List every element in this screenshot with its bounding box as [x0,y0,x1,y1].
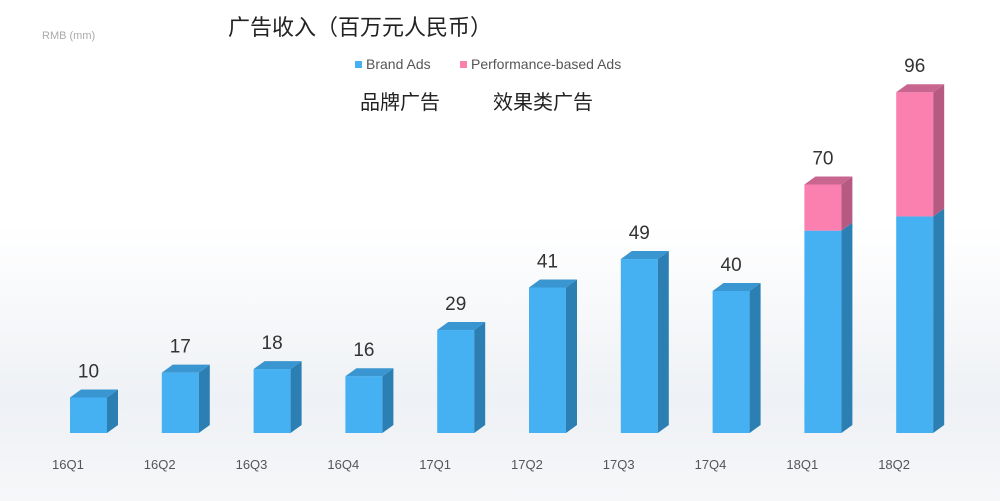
bar-brand-17Q3 [620,259,658,433]
data-label-17Q1: 29 [445,294,466,315]
x-tick-16Q1: 16Q1 [52,457,84,472]
bar-brand-16Q3 [253,369,291,433]
legend-performance-ads: Performance-based Ads [460,56,621,72]
bar-top-18Q1 [804,176,853,185]
bar-top-16Q3 [253,361,302,370]
bar-side-16Q4 [382,368,394,433]
x-tick-16Q3: 16Q3 [236,457,268,472]
bar-brand-16Q4 [345,376,383,433]
data-label-16Q3: 18 [262,333,283,354]
bar-side-18Q1 [841,176,853,231]
bar-side-16Q1 [107,389,118,433]
bar-top-17Q2 [529,279,577,288]
bar-side-17Q4 [749,283,761,433]
legend-swatch-performance [460,60,467,68]
bar-top-17Q3 [620,251,669,260]
bar-side-16Q2 [198,364,210,433]
bar-side-18Q1 [841,222,853,433]
x-tick-17Q3: 17Q3 [603,457,635,472]
data-label-17Q4: 40 [721,255,742,276]
bar-side-17Q2 [566,279,577,433]
chart-title: 广告收入（百万元人民币） [228,16,493,41]
data-label-17Q3: 49 [629,223,650,244]
bar-top-16Q2 [161,364,210,373]
legend-label-brand: Brand Ads [366,56,431,72]
data-label-18Q2: 96 [904,56,925,77]
bar-brand-17Q4 [712,291,750,433]
legend-cn-brand: 品牌广告 [360,90,440,114]
x-tick-17Q1: 17Q1 [419,457,451,472]
data-label-17Q2: 41 [537,251,558,272]
bar-side-18Q2 [933,208,945,433]
x-tick-17Q4: 17Q4 [695,457,727,472]
bar-performance-18Q1 [804,184,842,231]
x-tick-18Q2: 18Q2 [878,457,910,472]
legend-cn-performance: 效果类广告 [493,90,593,114]
bar-top-16Q1 [70,389,118,398]
data-label-16Q1: 10 [78,362,99,383]
bar-side-17Q1 [474,322,486,433]
bar-top-16Q4 [345,368,394,377]
y-axis-unit: RMB (mm) [42,30,96,42]
bar-performance-18Q2 [896,92,934,217]
bar-side-18Q2 [933,84,945,217]
x-tick-18Q1: 18Q1 [786,457,818,472]
x-tick-16Q4: 16Q4 [327,457,359,472]
data-label-18Q1: 70 [812,149,833,170]
x-tick-17Q2: 17Q2 [511,457,543,472]
data-label-16Q2: 17 [170,337,191,358]
legend-swatch-brand [355,60,362,68]
bar-brand-16Q1 [70,397,107,433]
bar-brand-16Q2 [161,372,199,433]
bar-top-18Q2 [896,84,945,93]
bar-brand-17Q2 [529,287,566,433]
bar-side-17Q3 [657,251,669,433]
bar-side-16Q3 [290,361,302,433]
legend-brand-ads: Brand Ads [355,56,431,72]
bar-top-17Q1 [437,322,486,331]
bar-top-17Q4 [712,283,761,291]
bar-brand-18Q2 [896,216,934,433]
data-label-16Q4: 16 [353,340,374,361]
bar-brand-18Q1 [804,230,842,433]
bar-brand-17Q1 [437,330,475,433]
legend-label-performance: Performance-based Ads [471,56,622,72]
x-tick-16Q2: 16Q2 [144,457,176,472]
